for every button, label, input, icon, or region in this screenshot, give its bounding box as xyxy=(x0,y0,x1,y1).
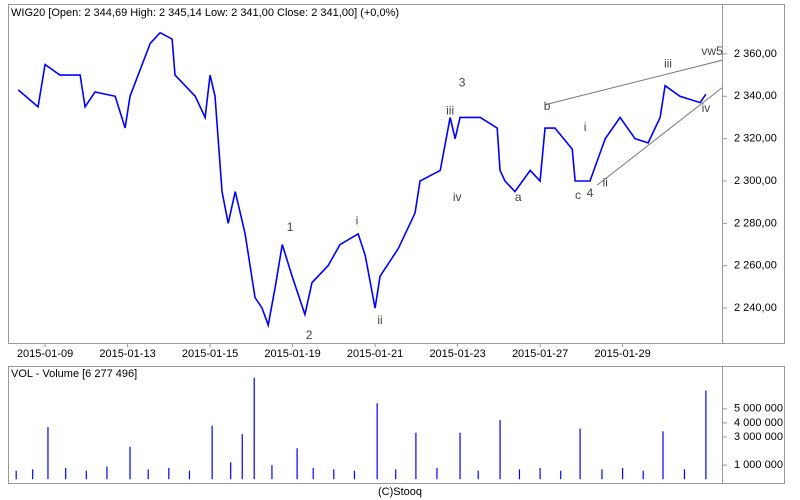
price-frame xyxy=(8,4,785,344)
footer: (C)Stooq xyxy=(378,486,422,498)
wave-label: 2 xyxy=(306,328,313,342)
volume-title: VOL - Volume [6 277 496] xyxy=(11,368,137,380)
wave-label: i xyxy=(584,120,587,134)
wave-label: 3 xyxy=(459,76,466,90)
wave-label: ii xyxy=(377,313,382,327)
wave-label: i xyxy=(356,213,359,227)
y-tick-label: 2 300,00 xyxy=(734,175,777,187)
x-tick-label: 2015-01-23 xyxy=(429,348,485,360)
price-title: WIG20 [Open: 2 344,69 High: 2 345,14 Low… xyxy=(11,7,399,19)
volume-frame xyxy=(8,366,785,484)
wave-label: iv xyxy=(702,101,711,115)
y-tick-label: 2 260,00 xyxy=(734,260,777,272)
wave-label: vw5 xyxy=(701,44,723,58)
y-tick-label: 2 360,00 xyxy=(734,48,777,60)
x-tick-label: 2015-01-19 xyxy=(264,348,320,360)
trendline xyxy=(544,59,723,106)
x-tick-label: 2015-01-13 xyxy=(99,348,155,360)
trendline xyxy=(596,87,723,186)
y-tick-label: 2 340,00 xyxy=(734,90,777,102)
y-tick-label: 2 240,00 xyxy=(734,302,777,314)
x-tick-label: 2015-01-27 xyxy=(512,348,568,360)
x-tick-label: 2015-01-15 xyxy=(182,348,238,360)
wave-label: c xyxy=(575,188,581,202)
y-tick-label: 4 000 000 xyxy=(734,417,783,429)
y-tick-label: 3 000 000 xyxy=(734,431,783,443)
y-tick-label: 2 280,00 xyxy=(734,217,777,229)
wave-label: iii xyxy=(446,103,454,117)
wave-label: a xyxy=(515,190,522,204)
wave-label: iii xyxy=(664,57,672,71)
y-tick-label: 1 000 000 xyxy=(734,459,783,471)
wave-label: ii xyxy=(603,175,608,189)
x-tick-label: 2015-01-09 xyxy=(17,348,73,360)
wave-label: iv xyxy=(453,190,462,204)
price-line xyxy=(17,31,707,329)
y-tick-label: 2 320,00 xyxy=(734,133,777,145)
wave-label: b xyxy=(544,99,551,113)
x-tick-label: 2015-01-29 xyxy=(594,348,650,360)
x-tick-label: 2015-01-21 xyxy=(347,348,403,360)
wave-label: 1 xyxy=(287,220,294,234)
y-tick-label: 5 000 000 xyxy=(734,403,783,415)
wave-label: 4 xyxy=(587,186,594,200)
